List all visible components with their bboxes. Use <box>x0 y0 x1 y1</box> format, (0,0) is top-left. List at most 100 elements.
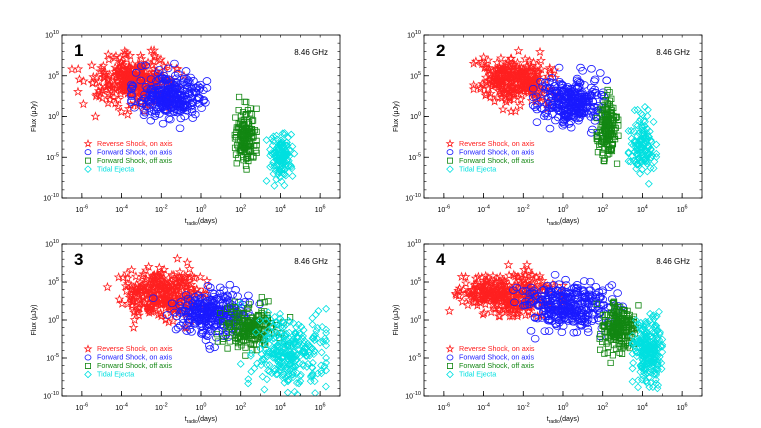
data-point <box>586 277 595 286</box>
data-point <box>649 311 658 320</box>
data-point <box>648 151 657 160</box>
data-point <box>258 294 265 301</box>
data-point <box>173 323 183 332</box>
data-point <box>219 338 226 345</box>
x-axis-label: tradio(days) <box>547 218 580 227</box>
data-point <box>576 312 586 321</box>
x-axis-label: tradio(days) <box>185 218 218 227</box>
data-point <box>126 289 137 299</box>
y-tick-label: 10-5 <box>408 353 421 363</box>
data-point <box>303 339 312 348</box>
x-tick-label: 102 <box>235 205 246 215</box>
data-point <box>580 289 590 298</box>
data-point <box>163 91 173 99</box>
data-point <box>189 77 198 85</box>
data-point <box>602 122 610 129</box>
data-point <box>513 45 524 56</box>
data-point <box>530 103 540 111</box>
data-point <box>276 140 285 149</box>
data-point <box>652 365 661 374</box>
x-tick-label: 102 <box>597 205 608 215</box>
data-point <box>547 74 557 82</box>
data-point <box>491 278 502 288</box>
data-point <box>617 303 624 310</box>
data-point <box>498 104 508 114</box>
legend-marker <box>446 165 454 173</box>
data-point <box>244 291 253 300</box>
data-point <box>274 153 283 162</box>
data-point <box>641 151 650 160</box>
data-point <box>581 93 590 102</box>
data-point <box>554 313 563 322</box>
data-point <box>131 279 142 289</box>
data-point <box>634 376 643 385</box>
data-point <box>284 133 293 142</box>
data-point <box>476 272 487 282</box>
data-point <box>643 359 652 368</box>
data-point <box>194 86 204 94</box>
data-point <box>630 326 638 333</box>
x-axis-label: tradio(days) <box>547 416 580 425</box>
data-point <box>146 45 157 55</box>
data-point <box>262 335 270 344</box>
data-point <box>224 305 231 312</box>
data-point <box>543 112 553 121</box>
data-point <box>289 373 297 382</box>
data-point <box>468 83 479 94</box>
data-point <box>283 340 292 349</box>
data-point <box>173 69 183 78</box>
data-point <box>609 299 616 306</box>
data-point <box>291 352 300 361</box>
data-point <box>258 372 267 381</box>
data-point <box>495 82 506 93</box>
data-point <box>642 335 651 343</box>
data-point <box>277 136 285 145</box>
data-point <box>618 350 626 357</box>
data-point <box>653 326 662 335</box>
data-point <box>572 74 582 83</box>
data-point <box>99 66 110 77</box>
data-point <box>316 338 325 347</box>
data-point <box>611 306 618 313</box>
data-point <box>186 283 197 294</box>
data-point <box>609 352 616 359</box>
data-point <box>615 122 622 129</box>
data-point <box>257 299 264 307</box>
data-point <box>246 147 253 154</box>
data-point <box>504 270 515 280</box>
data-point <box>199 314 209 323</box>
data-point <box>253 105 260 112</box>
legend-marker <box>446 149 454 156</box>
data-point <box>500 63 511 74</box>
data-point <box>553 104 563 113</box>
data-point <box>184 263 195 274</box>
data-point <box>532 118 542 126</box>
data-point <box>479 285 490 296</box>
data-point <box>512 73 523 84</box>
data-point <box>636 137 645 145</box>
data-point <box>471 279 482 290</box>
data-point <box>444 305 455 316</box>
data-point <box>490 303 501 313</box>
data-point <box>642 156 651 165</box>
data-point <box>312 326 321 335</box>
data-point <box>183 78 192 87</box>
data-point <box>317 366 326 375</box>
data-point <box>293 390 302 396</box>
data-point <box>255 334 262 341</box>
data-point <box>503 259 514 270</box>
y-tick-label: 105 <box>48 277 59 287</box>
data-point <box>544 327 554 335</box>
data-point <box>114 294 125 304</box>
data-point <box>136 63 147 73</box>
data-point <box>526 269 537 280</box>
data-point <box>165 115 175 124</box>
data-point <box>225 280 235 289</box>
data-point <box>266 162 275 171</box>
data-point <box>238 328 246 335</box>
data-point <box>151 278 162 288</box>
data-point <box>277 363 286 372</box>
data-point <box>91 72 102 82</box>
data-point <box>143 282 154 292</box>
data-point <box>509 58 520 69</box>
